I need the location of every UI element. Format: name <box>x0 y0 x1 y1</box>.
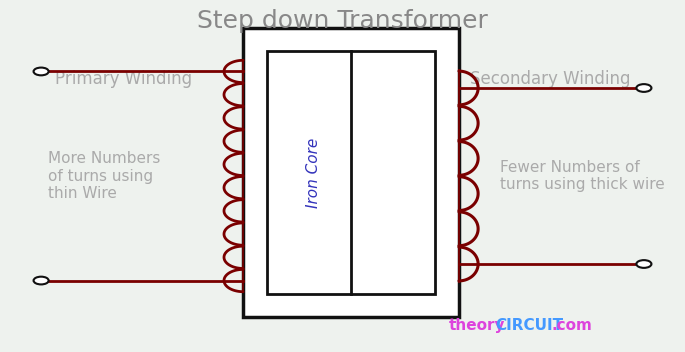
Text: More Numbers
of turns using
thin Wire: More Numbers of turns using thin Wire <box>48 151 160 201</box>
Text: Step down Transformer: Step down Transformer <box>197 9 488 33</box>
Text: theory: theory <box>449 318 505 333</box>
Circle shape <box>636 260 651 268</box>
Bar <box>243 28 459 317</box>
Bar <box>267 51 435 294</box>
Circle shape <box>34 277 49 284</box>
Text: Fewer Numbers of
turns using thick wire: Fewer Numbers of turns using thick wire <box>500 160 665 192</box>
Text: CIRCUIT: CIRCUIT <box>495 318 563 333</box>
Circle shape <box>636 84 651 92</box>
Text: Primary Winding: Primary Winding <box>55 70 192 88</box>
Text: Secondary Winding: Secondary Winding <box>470 70 630 88</box>
Circle shape <box>34 68 49 75</box>
Text: Iron Core: Iron Core <box>306 137 321 208</box>
Text: .com: .com <box>551 318 593 333</box>
